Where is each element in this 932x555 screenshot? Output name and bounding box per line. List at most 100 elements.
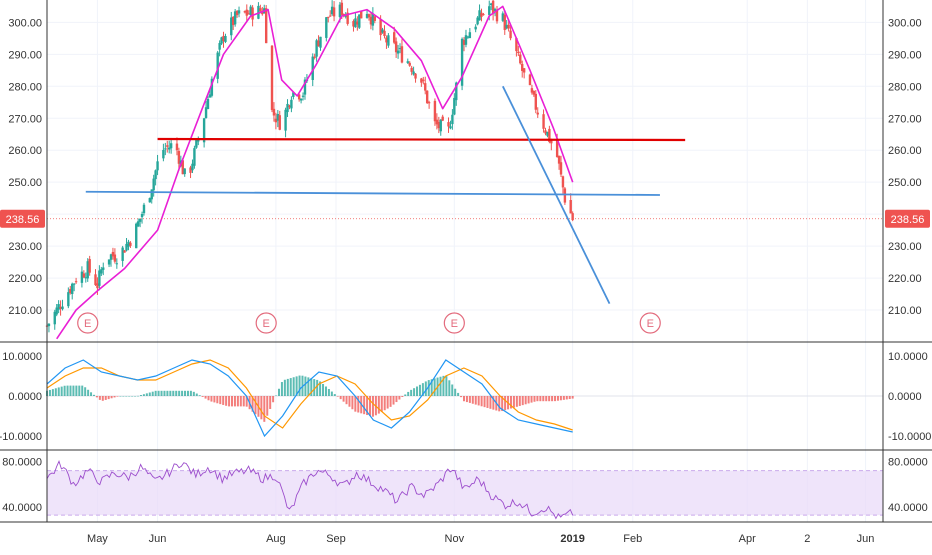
candle-body (482, 14, 485, 16)
candle-body (441, 116, 444, 121)
macd-histogram-bar (160, 390, 163, 396)
candle-body (98, 270, 101, 286)
macd-histogram-bar (539, 396, 542, 402)
candle-body (515, 37, 518, 52)
macd-histogram-bar (113, 396, 116, 398)
macd-histogram-bar (219, 396, 222, 405)
candle-body (530, 88, 534, 93)
macd-histogram-bar (63, 385, 66, 396)
candle-body (385, 37, 388, 43)
earnings-marker-label: E (263, 318, 270, 330)
candle-body (264, 8, 268, 44)
macd-tick-label-left: 10.0000 (2, 351, 42, 363)
macd-histogram-bar (78, 385, 81, 396)
earnings-marker[interactable] (443, 312, 465, 334)
macd-histogram-bar (448, 380, 451, 396)
candle-body (297, 94, 301, 100)
rsi-band (47, 470, 883, 516)
macd-histogram-bar (424, 381, 427, 396)
macd-histogram-bar (565, 396, 568, 400)
macd-histogram-bar (198, 395, 201, 396)
candle-body (548, 128, 551, 142)
earnings-marker[interactable] (77, 312, 99, 334)
macd-histogram-bar (295, 376, 298, 396)
macd-histogram-bar (571, 396, 574, 399)
macd-histogram-bar (260, 396, 263, 420)
macd-histogram-bar (81, 385, 84, 396)
candle-body (208, 94, 212, 98)
candle-body (420, 78, 423, 83)
macd-tick-label-left: -10.0000 (0, 431, 42, 443)
candle-body (193, 148, 196, 166)
macd-histogram-bar (319, 381, 322, 396)
candle-body (495, 10, 499, 22)
candle-body (259, 8, 262, 12)
candle-body (245, 9, 248, 16)
candle-body (69, 289, 72, 293)
candle-body (478, 10, 481, 21)
macd-histogram-bar (51, 389, 54, 396)
macd-histogram-bar (562, 396, 565, 400)
candle-body (394, 41, 398, 53)
macd-histogram-bar (354, 396, 357, 412)
macd-histogram-bar (410, 389, 413, 396)
candle-body (162, 149, 165, 159)
candle-body (344, 15, 347, 17)
candle-body (272, 108, 276, 116)
candle-body (449, 126, 452, 129)
macd-histogram-bar (148, 392, 151, 396)
macd-histogram-bar (239, 396, 242, 407)
candle-body (191, 163, 194, 171)
candle-body (325, 17, 328, 38)
macd-histogram-bar (125, 396, 128, 397)
macd-histogram-bar (48, 389, 51, 396)
macd-histogram-bar (486, 396, 489, 408)
candle-body (100, 269, 103, 274)
candle-body (315, 40, 318, 57)
candle-body (82, 273, 86, 278)
price-tick-label-right: 210.00 (888, 305, 922, 317)
earnings-marker[interactable] (639, 312, 661, 334)
price-tick-label-right: 220.00 (888, 273, 922, 285)
rsi-line (46, 460, 574, 520)
time-tick-label: Feb (623, 533, 642, 545)
macd-histogram-bar (336, 396, 339, 397)
candle-body (276, 113, 280, 121)
macd-histogram-bar (166, 390, 169, 396)
macd-histogram-bar (533, 396, 536, 402)
macd-histogram-bar (330, 391, 333, 396)
macd-histogram-bar (304, 376, 307, 396)
candle-body (379, 19, 382, 36)
candle-body (501, 13, 505, 21)
macd-tick-label-right: 10.0000 (888, 351, 928, 363)
macd-signal-line (46, 359, 573, 431)
macd-histogram-bar (377, 396, 380, 414)
macd-histogram-bar (236, 396, 239, 407)
candle-body (542, 114, 545, 129)
macd-histogram-bar (462, 396, 465, 402)
macd-histogram-bar (468, 396, 471, 403)
earnings-marker-label: E (647, 318, 654, 330)
candle-body (550, 140, 553, 144)
macd-histogram-bar (536, 396, 539, 402)
macd-histogram-bar (139, 395, 142, 396)
macd-histogram-bar (101, 396, 104, 401)
candle-body (177, 151, 181, 164)
macd-histogram-bar (363, 396, 366, 415)
macd-histogram-bar (289, 378, 292, 396)
price-tick-label-left: 260.00 (8, 145, 42, 157)
candle-body (152, 178, 155, 191)
candle-body (232, 16, 235, 26)
candle-body (371, 13, 375, 26)
macd-histogram-bar (357, 396, 360, 413)
candle-body (216, 52, 219, 79)
price-tick-label-left: 220.00 (8, 273, 42, 285)
candle-body (460, 38, 464, 86)
candle-body (278, 115, 281, 130)
earnings-marker[interactable] (255, 312, 277, 334)
candle-body (425, 90, 429, 104)
macd-histogram-bar (266, 396, 269, 416)
candle-body (474, 26, 477, 30)
